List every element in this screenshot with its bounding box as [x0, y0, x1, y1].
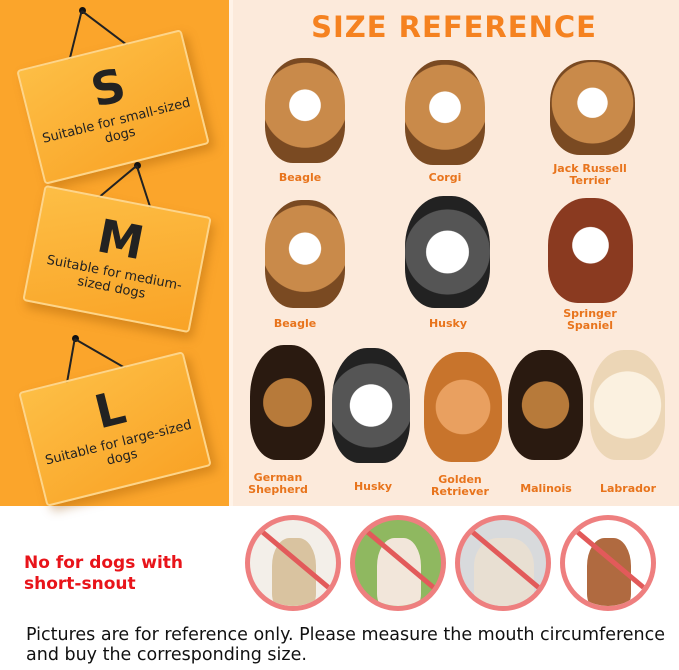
dog-label: Corgi	[428, 171, 462, 184]
dog-label: Jack Russell Terrier	[553, 162, 627, 187]
dog-photo-malinois	[508, 350, 583, 460]
dog-label: Labrador	[599, 482, 656, 495]
dog-label: Husky	[428, 317, 468, 330]
size-sign-panel: S Suitable for small-sized dogs M Suitab…	[0, 0, 229, 507]
prohibited-sign-icon	[455, 515, 551, 611]
dog-label: Malinois	[520, 482, 572, 495]
size-sign-m: M Suitable for medium-sized dogs	[22, 184, 212, 334]
dog-photo-jack-russell	[550, 60, 635, 155]
dog-label: Beagle	[273, 317, 317, 330]
short-snout-warning: No for dogs with short-snout	[24, 553, 184, 594]
dog-label: Golden Retriever	[431, 473, 489, 498]
dog-photo-german-shepherd	[250, 345, 325, 460]
size-sign-s: S Suitable for small-sized dogs	[16, 29, 210, 185]
dog-label: Beagle	[278, 171, 322, 184]
dog-label: Springer Spaniel	[563, 307, 617, 332]
size-sign-l: L Suitable for large-sized dogs	[18, 351, 212, 507]
dog-label: Husky	[353, 480, 393, 493]
dog-photo-beagle	[265, 58, 345, 163]
prohibited-sign-icon	[350, 515, 446, 611]
dog-photo-corgi	[405, 60, 485, 165]
dog-photo-springer-spaniel	[548, 198, 633, 303]
dog-photo-beagle	[265, 200, 345, 308]
dog-label: German Shepherd	[248, 471, 308, 496]
prohibited-sign-icon	[245, 515, 341, 611]
nail-icon	[134, 162, 141, 169]
dog-photo-golden-retriever	[424, 352, 502, 462]
dog-photo-labrador	[590, 350, 665, 460]
dog-photo-husky	[405, 196, 490, 308]
page-title: SIZE REFERENCE	[311, 10, 597, 44]
prohibited-sign-icon	[560, 515, 656, 611]
dog-photo-husky	[332, 348, 410, 463]
disclaimer-text: Pictures are for reference only. Please …	[26, 625, 666, 665]
